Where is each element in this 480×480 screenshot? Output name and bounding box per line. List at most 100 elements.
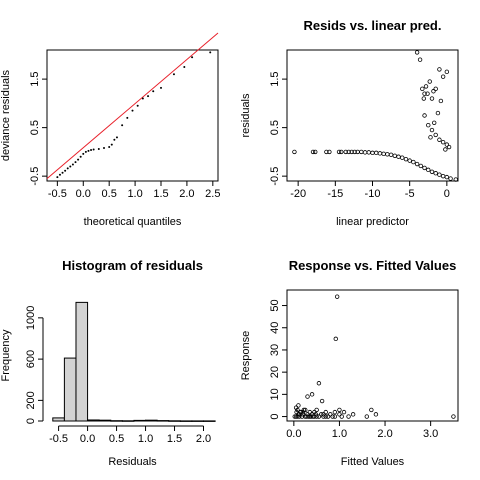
histogram-bar <box>87 419 100 422</box>
data-point <box>359 149 364 155</box>
data-point <box>307 414 312 419</box>
data-point <box>421 96 426 101</box>
data-point <box>115 136 118 139</box>
data-point <box>306 414 311 419</box>
data-point <box>366 150 371 155</box>
data-point <box>400 155 405 160</box>
data-point <box>314 407 319 413</box>
data-point <box>295 407 300 413</box>
y-tick-label: 20 <box>269 366 281 378</box>
data-point <box>407 158 412 163</box>
data-point <box>440 139 446 145</box>
data-point <box>418 163 424 169</box>
data-point <box>444 174 450 180</box>
x-axis-title: theoretical quantiles <box>84 216 182 228</box>
data-point <box>294 409 299 415</box>
data-point <box>79 155 82 158</box>
y-axis-title: Response <box>240 331 252 381</box>
histogram-bars <box>52 301 216 422</box>
plot-title: Histogram of residuals <box>62 258 203 273</box>
data-point <box>305 412 310 417</box>
qq-reference-line <box>46 32 219 179</box>
y-tick-label: 50 <box>269 299 281 311</box>
data-point <box>121 124 124 127</box>
panel-histogram: Histogram of residuals -0.5 0.0 0.5 1.0 1.5 2.… <box>0 258 216 468</box>
data-point <box>362 150 368 155</box>
data-point <box>314 414 319 419</box>
y-axis-title: deviance residuals <box>0 69 12 161</box>
data-point <box>440 74 446 79</box>
data-point <box>446 144 452 150</box>
histogram-bar <box>203 420 216 422</box>
x-axis-title: Residuals <box>108 456 157 468</box>
data-point <box>337 407 342 413</box>
data-point <box>426 167 431 173</box>
panel-resid-vs-pred: Resids vs. linear pred. -20 -15 -10 -5 0 -0.5 0… <box>240 18 459 228</box>
x-axis-title: linear predictor <box>336 216 409 228</box>
y-axis: 0 10 20 30 40 50 <box>269 299 288 420</box>
data-point <box>396 154 401 159</box>
x-tick-label: 0.0 <box>76 188 91 200</box>
data-point <box>432 120 437 125</box>
data-point <box>293 414 299 419</box>
data-point <box>299 414 305 419</box>
data-point <box>343 149 348 155</box>
y-tick-label: 1000 <box>25 306 37 330</box>
x-axis: -20 -15 -10 -5 0 <box>290 180 450 200</box>
y-tick-label: 0.5 <box>29 120 41 135</box>
data-point <box>87 149 90 152</box>
data-point <box>332 409 338 415</box>
data-point <box>403 156 409 162</box>
plot-title: Response vs. Fitted Values <box>289 258 457 273</box>
data-point <box>305 394 310 399</box>
data-point <box>429 127 435 133</box>
data-point <box>310 149 316 155</box>
data-point <box>373 412 379 417</box>
data-point <box>324 149 329 155</box>
data-point <box>346 149 351 155</box>
data-point <box>92 148 95 151</box>
data-point <box>172 73 175 76</box>
x-tick-label: 1.5 <box>167 433 182 445</box>
data-point <box>417 57 423 62</box>
data-point <box>339 149 344 155</box>
data-point <box>296 403 301 408</box>
histogram-bar <box>63 357 77 422</box>
data-point <box>319 412 324 417</box>
histogram-bar <box>121 420 135 422</box>
data-point <box>319 398 325 404</box>
data-point <box>448 176 453 181</box>
data-point <box>126 116 129 119</box>
data-point <box>422 165 427 171</box>
data-point <box>440 173 446 179</box>
data-point <box>183 65 186 68</box>
data-point <box>429 169 435 174</box>
data-point <box>84 150 87 153</box>
histogram-bar <box>110 420 123 422</box>
data-point <box>82 152 85 155</box>
x-tick-label: 2.0 <box>196 433 211 445</box>
x-axis-title: Fitted Values <box>341 456 405 468</box>
data-point <box>369 407 374 413</box>
y-tick-label: -0.5 <box>269 167 281 186</box>
y-tick-label: 30 <box>269 344 281 356</box>
data-point <box>414 50 420 55</box>
y-axis-title: Frequency <box>0 329 12 381</box>
data-point <box>444 142 450 147</box>
data-point <box>325 414 331 419</box>
data-point <box>141 97 144 100</box>
data-point <box>74 161 77 164</box>
data-point <box>113 138 116 141</box>
data-point <box>301 407 307 413</box>
x-tick-label: -0.5 <box>48 188 67 200</box>
x-tick-label: 0.0 <box>286 428 301 440</box>
x-axis: 0.0 1.0 2.0 3.0 <box>286 420 438 440</box>
data-point <box>131 109 134 112</box>
data-point <box>58 173 61 176</box>
data-point <box>414 161 420 167</box>
data-point <box>423 84 429 89</box>
y-tick-label: 40 <box>269 322 281 334</box>
data-point <box>69 165 72 168</box>
data-point <box>336 149 342 155</box>
